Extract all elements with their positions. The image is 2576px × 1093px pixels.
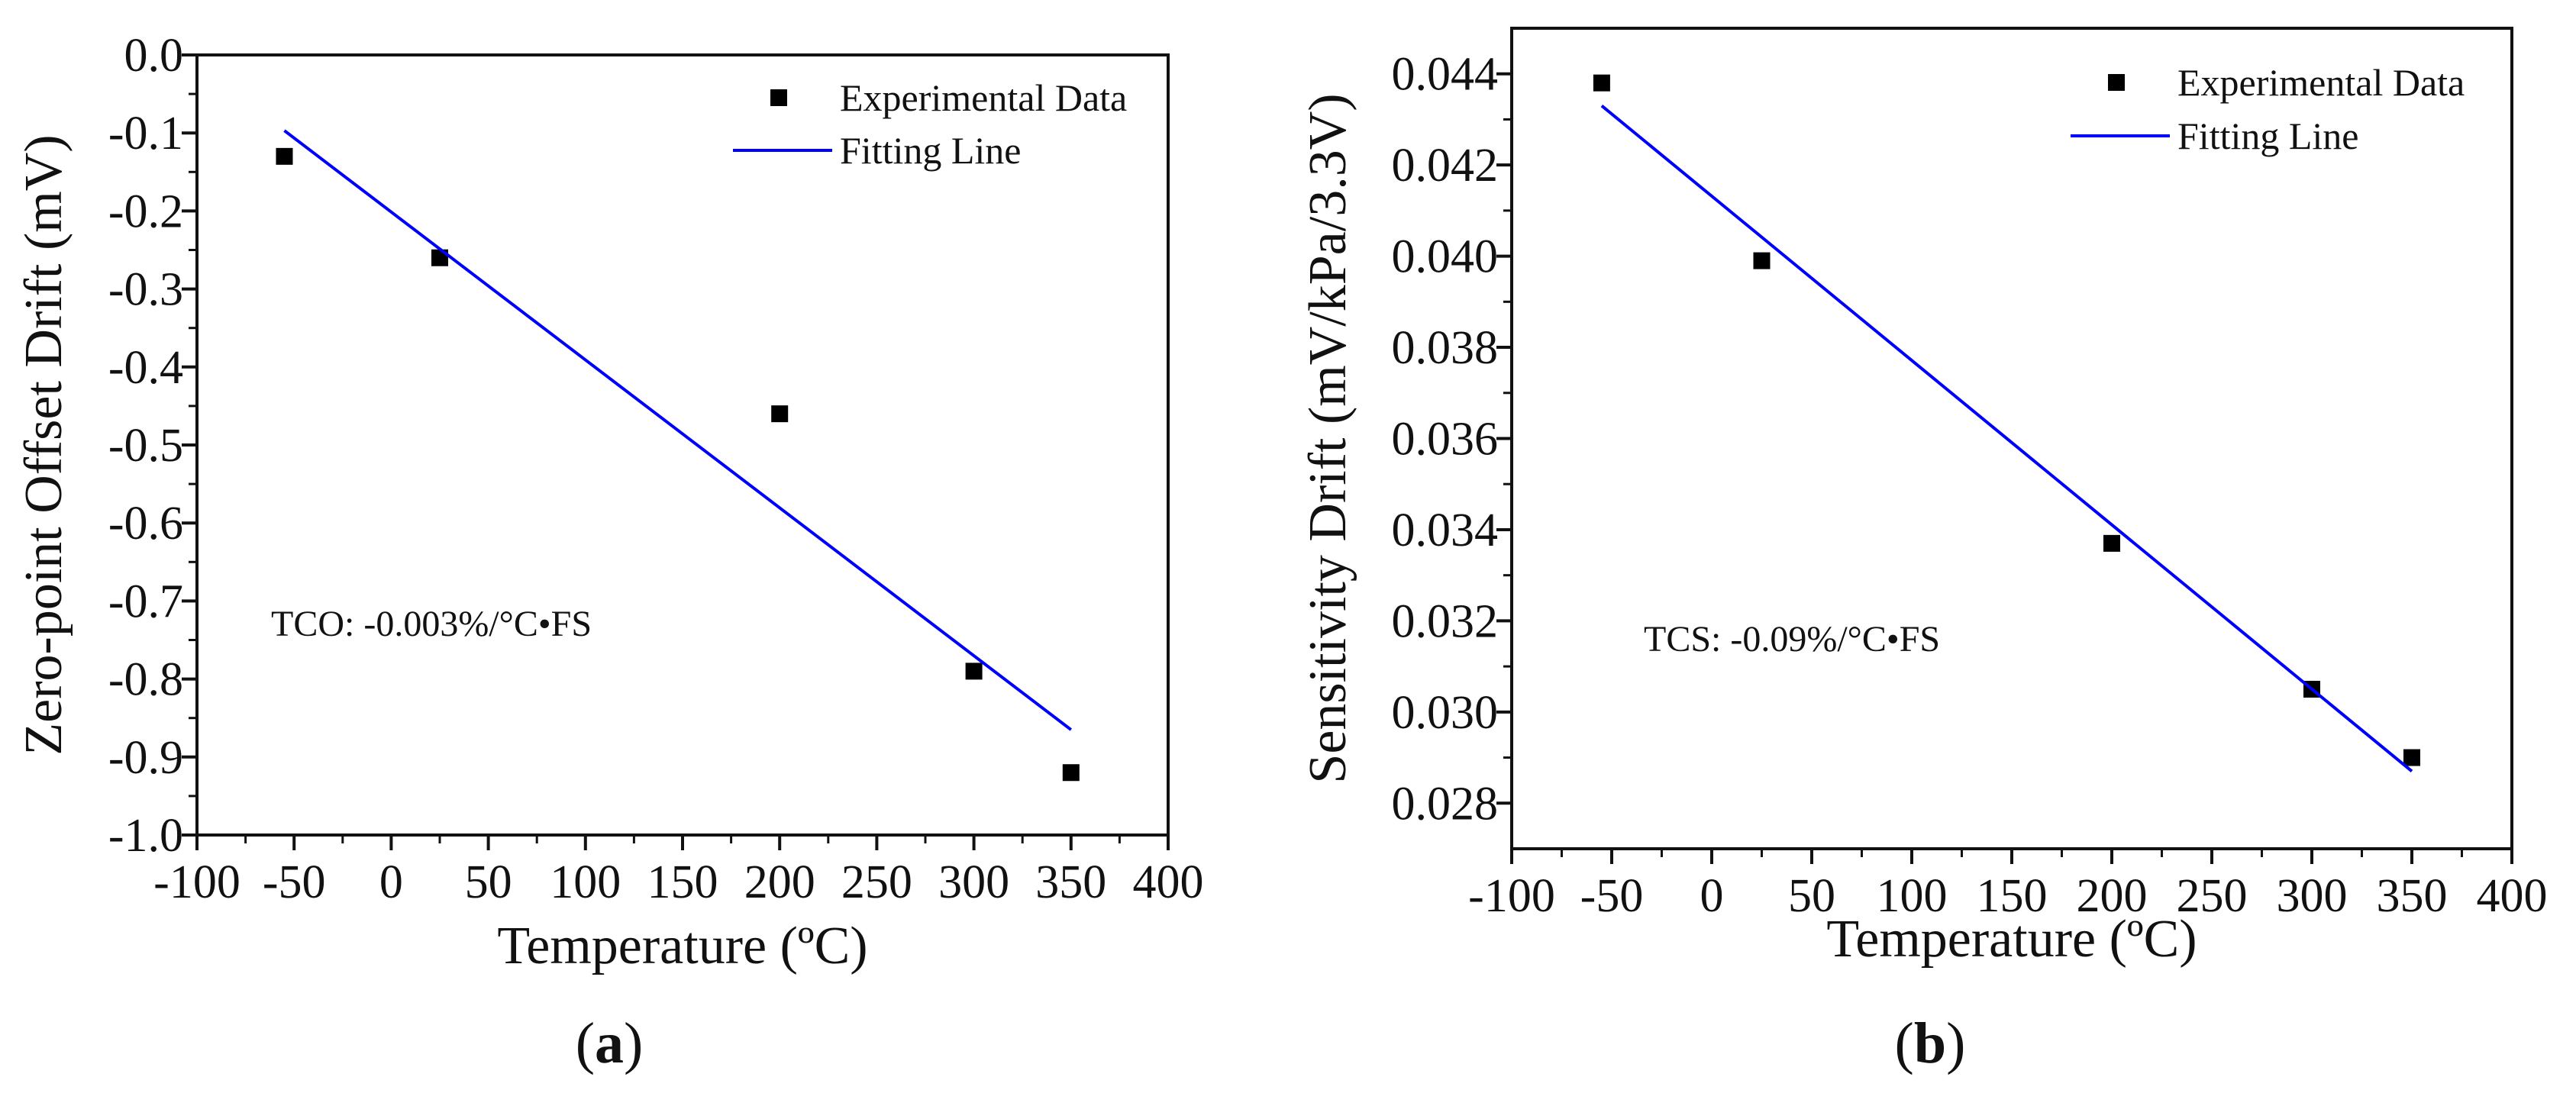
chart-panel-a: -100 -50 0 50 100 150 200 250 300 350 400 0.0 -0.1 -0… [15, 30, 1204, 1075]
fitting-line [1600, 104, 2413, 773]
x-tick-label: 200 [744, 856, 815, 908]
y-tick-label: 0.032 [1392, 595, 1499, 647]
x-tick-label: 0 [1700, 870, 1724, 922]
y-tick-label: 0.0 [124, 30, 184, 82]
x-tick-label: 300 [2277, 870, 2348, 922]
x-axis-title: Temperature (ºC) [1826, 910, 2197, 969]
x-tick-label: 100 [550, 856, 621, 908]
data-point [2403, 749, 2420, 766]
y-tick-label: -0.9 [108, 732, 183, 784]
plot-frame [195, 53, 1170, 837]
y-tick-label: 0.028 [1392, 778, 1499, 830]
x-tick-label: -100 [1468, 870, 1555, 922]
x-tick-label: 400 [2477, 870, 2548, 922]
x-tick-label: 200 [2077, 870, 2148, 922]
x-tick-label: 350 [2377, 870, 2448, 922]
y-tick-label: 0.040 [1392, 231, 1499, 283]
x-tick-label: -100 [153, 856, 240, 908]
y-tick-label: -1.0 [108, 810, 183, 862]
y-tick-label: -0.8 [108, 654, 183, 706]
coefficient-annotation: TCO: -0.003%/°C•FS [271, 604, 592, 644]
x-tick-label: 150 [647, 856, 718, 908]
y-tick-label: 0.038 [1392, 322, 1499, 374]
chart-panel-b: -100 -50 0 50 100 150 200 250 300 350 400 0.028 0.03… [1299, 27, 2548, 1075]
x-tick-label: 100 [1877, 870, 1948, 922]
x-tick-label: 350 [1035, 856, 1106, 908]
data-point [1593, 74, 1610, 92]
legend-label-line: Fitting Line [2177, 114, 2359, 157]
legend-label-scatter: Experimental Data [840, 76, 1127, 119]
panel-caption: (b) [1895, 1011, 1966, 1075]
y-tick-label: -0.1 [108, 108, 183, 160]
x-tick-label: 250 [2177, 870, 2248, 922]
y-tick-label: 0.042 [1392, 140, 1499, 192]
y-axis-title: Zero-point Offset Drift (mV) [15, 134, 73, 755]
legend-marker-scatter [2108, 74, 2125, 91]
x-tick-label: 400 [1133, 856, 1204, 908]
y-tick-label: 0.034 [1392, 505, 1499, 556]
legend-label-scatter: Experimental Data [2177, 61, 2465, 104]
x-tick-label: 250 [841, 856, 912, 908]
legend-marker-scatter [770, 89, 787, 106]
x-tick-label: 150 [1977, 870, 2048, 922]
coefficient-annotation: TCS: -0.09%/°C•FS [1644, 619, 1940, 659]
y-tick-label: 0.036 [1392, 414, 1499, 466]
data-point [2103, 534, 2120, 552]
x-axis-title: Temperature (ºC) [497, 917, 867, 975]
panel-caption: (a) [576, 1011, 644, 1075]
y-tick-label: -0.7 [108, 576, 183, 627]
y-tick-label: -0.5 [108, 420, 183, 472]
y-axis-title: Sensitivity Drift (mV/kPa/3.3V) [1299, 93, 1357, 783]
data-point [1062, 764, 1080, 782]
y-tick-label: -0.6 [108, 498, 183, 550]
legend-label-line: Fitting Line [840, 129, 1022, 172]
data-point [276, 147, 293, 165]
x-tick-label: 300 [938, 856, 1009, 908]
data-point [965, 663, 983, 680]
y-tick-label: -0.4 [108, 342, 183, 394]
data-point [1753, 252, 1771, 269]
plot-frame [1510, 27, 2513, 850]
y-tick-label: 0.044 [1392, 49, 1499, 101]
y-tick-label: 0.030 [1392, 687, 1499, 739]
x-tick-label: -50 [1580, 870, 1644, 922]
data-point [771, 405, 789, 423]
x-tick-label: -50 [263, 856, 326, 908]
x-tick-label: 0 [379, 856, 403, 908]
x-tick-label: 50 [465, 856, 512, 908]
x-tick-label: 50 [1788, 870, 1835, 922]
y-tick-label: -0.2 [108, 185, 183, 237]
fitting-line [283, 129, 1073, 731]
y-tick-label: -0.3 [108, 264, 183, 316]
